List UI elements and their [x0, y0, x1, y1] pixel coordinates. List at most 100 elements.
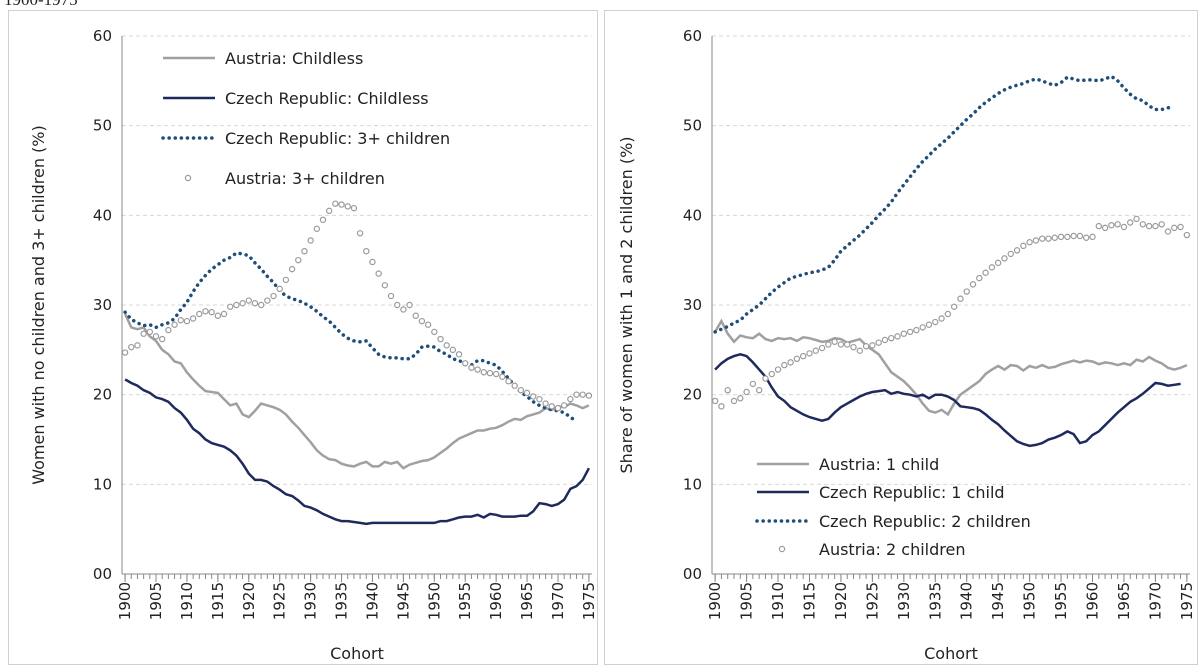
data-point — [749, 380, 757, 388]
data-point — [743, 388, 750, 396]
data-point — [1064, 233, 1071, 241]
x-tick-label: 1955 — [456, 582, 474, 620]
legend-label: Czech Republic: 3+ children — [225, 129, 450, 148]
data-point — [1183, 231, 1191, 239]
data-point — [1120, 223, 1128, 231]
data-point — [239, 300, 246, 307]
x-tick-label: 1965 — [1115, 582, 1133, 620]
data-point — [276, 285, 283, 293]
data-point — [856, 347, 864, 354]
x-tick-label: 1920 — [240, 582, 258, 620]
legend-label: Austria: Childless — [225, 49, 363, 68]
y-tick-label: 50 — [683, 117, 702, 135]
x-tick-label: 1950 — [425, 582, 443, 620]
data-point — [585, 392, 593, 399]
data-point — [1083, 234, 1090, 241]
y-axis-title: Share of women with 1 and 2 children (%) — [617, 136, 636, 473]
data-point — [1026, 239, 1033, 246]
data-point — [718, 403, 725, 410]
data-point — [189, 315, 197, 322]
panel-frame — [604, 10, 1198, 665]
data-point — [202, 308, 209, 315]
data-point — [505, 378, 512, 385]
data-point — [536, 395, 543, 403]
data-point — [894, 333, 901, 340]
data-point — [1139, 221, 1147, 228]
x-tick-label: 1935 — [926, 582, 944, 620]
data-point — [768, 370, 775, 378]
x-tick-label: 1905 — [738, 582, 756, 620]
y-tick-label: 30 — [683, 296, 702, 314]
data-point — [724, 386, 731, 394]
data-point — [1095, 222, 1103, 230]
data-point — [781, 361, 788, 369]
series-line — [124, 378, 591, 526]
data-point — [579, 391, 586, 398]
data-point — [1133, 215, 1140, 223]
data-point — [196, 310, 203, 318]
data-point — [517, 386, 525, 394]
data-point — [264, 297, 271, 304]
data-point — [1177, 223, 1184, 231]
data-point — [755, 386, 763, 394]
data-point — [530, 393, 537, 400]
data-point — [1089, 233, 1096, 241]
x-tick-label: 1910 — [769, 582, 787, 620]
x-tick-label: 1945 — [989, 582, 1007, 620]
data-point — [146, 328, 154, 336]
x-tick-label: 1930 — [302, 582, 320, 620]
legend-swatch — [778, 545, 786, 553]
data-point — [134, 342, 141, 349]
data-point — [251, 300, 259, 307]
data-point — [1076, 232, 1084, 240]
data-point — [1038, 235, 1046, 242]
x-tick-label: 1940 — [363, 582, 381, 620]
data-point — [913, 326, 920, 334]
data-point — [350, 204, 358, 212]
data-point — [1032, 237, 1040, 244]
x-tick-label: 1970 — [1146, 582, 1164, 620]
data-point — [554, 404, 562, 412]
data-point — [850, 343, 857, 351]
x-tick-label: 1960 — [487, 582, 505, 620]
data-point — [542, 400, 549, 407]
x-tick-label: 1915 — [209, 582, 227, 620]
data-point — [313, 225, 321, 232]
data-point — [1101, 224, 1109, 232]
legend-label: Austria: 2 children — [819, 540, 965, 559]
data-point — [762, 375, 769, 382]
data-point — [381, 282, 389, 289]
data-point — [963, 288, 970, 295]
data-point — [711, 397, 719, 405]
data-point — [567, 395, 574, 403]
data-point — [1051, 234, 1058, 241]
data-point — [455, 351, 463, 358]
x-tick-label: 1960 — [1084, 582, 1102, 620]
data-point — [492, 370, 500, 378]
data-point — [233, 301, 240, 309]
series-line — [713, 74, 1177, 334]
data-point — [812, 347, 819, 354]
legend-label: Austria: 1 child — [819, 455, 939, 474]
x-tick-label: 1920 — [832, 582, 850, 620]
data-point — [400, 306, 407, 313]
data-point — [443, 342, 450, 349]
data-point — [319, 216, 327, 224]
data-point — [523, 389, 531, 397]
data-point — [468, 364, 475, 371]
series-line — [123, 251, 579, 424]
data-point — [906, 328, 914, 336]
data-point — [245, 297, 252, 304]
data-point — [938, 315, 945, 322]
data-point — [925, 321, 933, 328]
data-point — [307, 237, 314, 244]
x-tick-label: 1950 — [1021, 582, 1039, 620]
data-point — [363, 247, 370, 255]
data-point — [338, 201, 345, 208]
data-point — [480, 369, 487, 376]
data-point — [437, 335, 444, 343]
data-point — [344, 203, 351, 210]
data-point — [208, 308, 215, 316]
y-tick-label: 60 — [683, 27, 702, 45]
data-point — [128, 343, 135, 351]
